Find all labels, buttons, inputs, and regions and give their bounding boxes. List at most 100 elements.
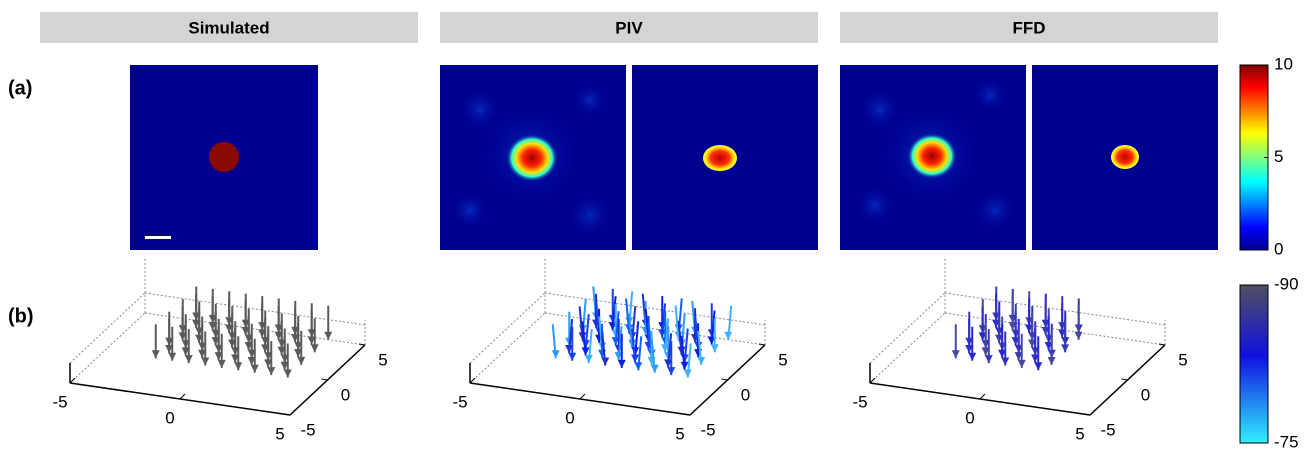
arrow-head	[634, 362, 643, 371]
header-bar	[440, 12, 818, 43]
hotspot	[907, 133, 957, 179]
arrow-head	[165, 344, 174, 353]
arrow-head	[250, 364, 259, 373]
row-label: (a)	[8, 77, 32, 99]
arrow-head	[201, 357, 210, 366]
header: PIV	[615, 18, 643, 37]
arrow-head	[267, 367, 276, 376]
box-edge	[944, 312, 1166, 346]
arrow-head	[307, 336, 316, 345]
x-tick	[979, 393, 986, 400]
arrow-head	[551, 350, 560, 359]
y-tick-label: -5	[700, 420, 715, 439]
y-tick	[721, 378, 728, 381]
y-tick	[1083, 413, 1091, 416]
arrow-head	[310, 344, 319, 353]
arrow-head	[1014, 352, 1023, 361]
box-edge	[69, 312, 146, 384]
arrow-head	[324, 331, 333, 340]
arrow-head	[631, 354, 640, 363]
y-tick-label: -5	[300, 420, 315, 439]
arrow-head	[965, 344, 974, 353]
arrow-head	[664, 359, 673, 368]
arrow-head	[280, 361, 289, 370]
arrow-head	[984, 355, 993, 364]
x-tick	[579, 393, 586, 400]
hotspot	[703, 145, 737, 171]
colorbar	[1239, 284, 1269, 444]
arrow-head	[1061, 344, 1070, 353]
arrow-head	[294, 349, 303, 358]
hotspot	[1111, 145, 1139, 169]
arrow-head	[217, 359, 226, 368]
box-edge	[469, 292, 546, 364]
arrow-head	[707, 336, 716, 345]
x-tick	[289, 409, 296, 416]
scale-bar	[145, 236, 171, 239]
arrow-head	[1074, 331, 1083, 340]
arrow-head	[951, 350, 960, 359]
arrow-head	[650, 364, 659, 373]
arrow-head	[968, 352, 977, 361]
arrow-head	[214, 352, 223, 361]
headers: Simulated PIV FFD	[40, 12, 1218, 43]
arrow-head	[614, 352, 623, 361]
colorbar-tick-label: 5	[1274, 147, 1283, 166]
arrow-head	[981, 347, 990, 356]
arrow-head	[677, 346, 686, 355]
arrow-head	[1001, 357, 1010, 366]
y-tick-label: 0	[741, 385, 750, 404]
arrow-head	[724, 331, 733, 340]
box-edge	[469, 312, 546, 384]
y-tick-label: 5	[1178, 350, 1187, 369]
inclusion	[209, 142, 239, 172]
arrow-head	[584, 355, 593, 364]
header-bar	[40, 12, 418, 43]
arrow-head	[998, 349, 1007, 358]
x-tick-label: 0	[565, 408, 574, 427]
arrow-head	[581, 347, 590, 356]
arrow-head	[617, 359, 626, 368]
x-tick-label: 5	[1075, 424, 1084, 443]
arrow-head	[181, 347, 190, 356]
x-tick	[469, 377, 476, 384]
y-tick	[758, 343, 766, 346]
colorbar-tick-label: 0	[1274, 239, 1283, 258]
box-edge	[869, 312, 946, 384]
heatmaps	[130, 65, 1218, 250]
hotspot	[506, 134, 558, 182]
box-edge	[944, 292, 1166, 326]
arrow-head	[297, 356, 306, 365]
y-tick	[683, 413, 691, 416]
y-tick-label: 5	[778, 350, 787, 369]
arrow-head	[168, 352, 177, 361]
x-tick-label: 5	[675, 424, 684, 443]
arrow-head	[568, 352, 577, 361]
y-tick-label: 0	[341, 385, 350, 404]
arrow-head	[1031, 354, 1040, 363]
header-bar	[840, 12, 1218, 43]
x-tick-label: -5	[452, 392, 467, 411]
colorbar	[1239, 64, 1269, 251]
arrow-head	[231, 354, 240, 363]
x-tick	[869, 377, 876, 384]
x-tick-label: -5	[52, 392, 67, 411]
x-tick	[1089, 409, 1096, 416]
x-tick	[689, 409, 696, 416]
arrow-head	[710, 344, 719, 353]
x-tick	[69, 377, 76, 384]
x-tick-label: -5	[852, 392, 867, 411]
x-tick-label: 0	[965, 408, 974, 427]
y-tick	[1121, 378, 1128, 381]
box-edge	[144, 292, 366, 326]
arrow-head	[565, 344, 574, 353]
x-tick	[179, 393, 186, 400]
arrow-head	[1017, 359, 1026, 368]
colorbar-tick-label: -75	[1274, 432, 1299, 450]
arrow-head	[151, 350, 160, 359]
arrow-head	[608, 322, 617, 331]
y-tick-label: 0	[1141, 385, 1150, 404]
box-edge	[869, 292, 946, 364]
arrow-head	[667, 367, 676, 376]
